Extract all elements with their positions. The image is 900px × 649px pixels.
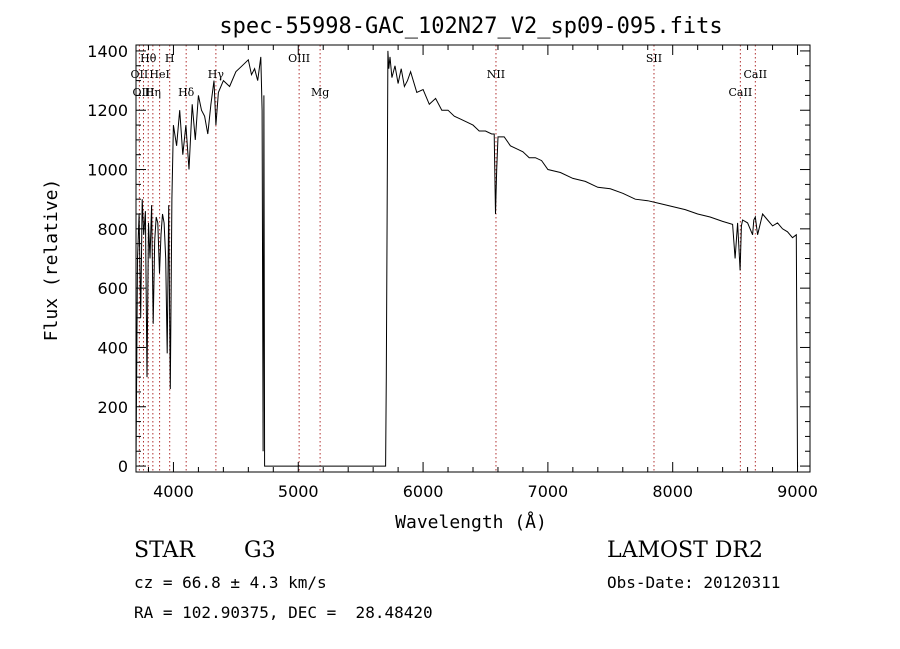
line-marker-label: Mg xyxy=(311,86,329,99)
line-marker-label: SII xyxy=(646,52,662,65)
x-tick-label: 8000 xyxy=(652,482,693,501)
y-tick-label: 200 xyxy=(97,398,128,417)
x-tick-label: 4000 xyxy=(153,482,194,501)
y-tick-label: 1200 xyxy=(87,101,128,120)
line-marker-label: Hθ xyxy=(140,52,157,65)
line-marker-label: Hδ xyxy=(178,86,195,99)
y-tick-label: 0 xyxy=(118,457,128,476)
x-tick-label: 9000 xyxy=(777,482,818,501)
object-class: STAR xyxy=(134,538,195,563)
x-tick-label: 6000 xyxy=(403,482,444,501)
line-marker-label: H xyxy=(165,52,175,65)
line-marker-label: CaII xyxy=(729,86,753,99)
line-marker-label: NII xyxy=(487,68,505,81)
line-marker-label: CaII xyxy=(743,68,767,81)
y-axis-ticks: 0 200 400 600 800 1000 1200 1400 xyxy=(87,42,810,476)
x-tick-label: 5000 xyxy=(278,482,319,501)
line-marker-label: OII xyxy=(131,68,149,81)
plot-frame xyxy=(135,44,811,473)
line-markers xyxy=(138,45,756,472)
y-tick-label: 400 xyxy=(97,338,128,357)
redshift-readout: cz = 66.8 ± 4.3 km/s xyxy=(134,573,327,592)
y-tick-label: 1400 xyxy=(87,42,128,61)
line-marker-label: OIII xyxy=(288,52,310,65)
y-tick-label: 600 xyxy=(97,279,128,298)
spectrum-line xyxy=(135,50,799,467)
chart-title: spec-55998-GAC_102N27_V2_sp09-095.fits xyxy=(219,14,722,39)
line-marker-label: HeI xyxy=(149,68,169,81)
object-subclass: G3 xyxy=(244,538,276,563)
line-marker-label: Hη xyxy=(145,86,161,99)
observation-date: Obs-Date: 20120311 xyxy=(607,573,781,592)
y-tick-label: 1000 xyxy=(87,161,128,180)
survey-name: LAMOST DR2 xyxy=(607,538,763,563)
x-axis-ticks: 4000 5000 6000 7000 8000 9000 xyxy=(147,45,818,501)
x-axis-label: Wavelength (Å) xyxy=(395,511,547,533)
coordinates-readout: RA = 102.90375, DEC = 28.48420 xyxy=(134,603,433,622)
y-axis-label: Flux (relative) xyxy=(41,179,62,342)
x-tick-label: 7000 xyxy=(528,482,569,501)
y-tick-label: 800 xyxy=(97,220,128,239)
line-marker-label: Hγ xyxy=(208,68,225,81)
